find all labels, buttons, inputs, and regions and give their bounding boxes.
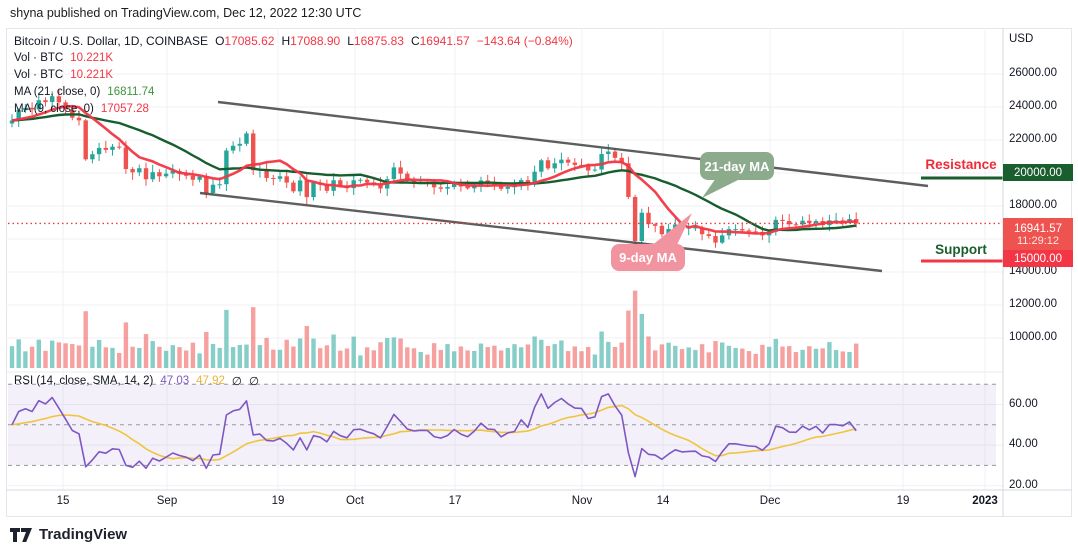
volume-legend-1: Vol · BTC 10.221K: [14, 52, 114, 64]
support-label: Support: [935, 242, 987, 257]
time-tick: 15: [56, 495, 70, 507]
time-tick: 2023: [972, 495, 998, 507]
ma21-value: 16811.74: [107, 86, 155, 98]
time-tick: Dec: [759, 495, 781, 507]
support-level-badge: 15000.00: [1003, 250, 1073, 267]
time-tick: 19: [271, 495, 285, 507]
price-tick: 12000.00: [1009, 298, 1057, 310]
rsi-ma-value: 47.92: [196, 375, 225, 387]
price-axis-title: USD: [1009, 33, 1034, 45]
symbol-legend: Bitcoin / U.S. Dollar, 1D, COINBASE O170…: [14, 34, 573, 48]
chart-plot-area[interactable]: [6, 28, 1072, 517]
last-price-badge: 16941.57 11:29:12: [1003, 218, 1073, 251]
volume-value-2: 10.221K: [70, 69, 114, 81]
price-tick: 14000.00: [1009, 265, 1057, 277]
rsi-tick: 60.00: [1009, 397, 1038, 410]
rsi-value: 47.03: [160, 375, 190, 387]
rsi-tick: 40.00: [1009, 438, 1038, 451]
ma9-callout: 9-day MA: [611, 244, 685, 271]
price-tick: 22000.00: [1009, 133, 1057, 145]
price-tick: 10000.00: [1009, 331, 1057, 343]
change-value: −143.64 (−0.84%): [476, 34, 573, 48]
volume-legend-2: Vol · BTC 10.221K: [14, 69, 114, 81]
ohlc-high: H17088.90: [281, 34, 341, 48]
volume-value-1: 10.221K: [70, 52, 114, 64]
rsi-legend: RSI (14, close, SMA, 14, 2) 47.03 47.92 …: [14, 375, 259, 388]
time-tick: 19: [896, 495, 910, 507]
price-tick: 24000.00: [1009, 100, 1057, 112]
ma21-callout: 21-day MA: [700, 152, 774, 180]
tradingview-logo[interactable]: TradingView: [10, 526, 127, 543]
attribution: shyna published on TradingView.com, Dec …: [10, 6, 362, 20]
time-scale[interactable]: [6, 491, 1003, 517]
ma9-legend: MA (9, close, 0) 17057.28: [14, 103, 149, 115]
rsi-empty-2: ∅: [248, 376, 259, 388]
price-tick: 26000.00: [1009, 67, 1057, 79]
time-tick: 17: [448, 495, 462, 507]
time-tick: Oct: [346, 495, 364, 507]
ma9-value: 17057.28: [100, 103, 149, 115]
rsi-empty-1: ∅: [231, 376, 242, 388]
resistance-level-badge: 20000.00: [1003, 164, 1073, 181]
price-tick: 18000.00: [1009, 199, 1057, 211]
rsi-tick: 20.00: [1009, 478, 1038, 491]
time-tick: 14: [656, 495, 670, 507]
ohlc-open: O17085.62: [215, 34, 275, 48]
tradingview-logo-icon: [10, 527, 32, 542]
ohlc-close: C16941.57: [410, 34, 470, 48]
tradingview-logo-text: TradingView: [39, 526, 128, 543]
ma21-legend: MA (21, close, 0) 16811.74: [14, 86, 155, 98]
time-tick: Nov: [571, 495, 593, 507]
countdown-timer: 11:29:12: [1016, 234, 1059, 247]
time-tick: Sep: [156, 495, 178, 507]
symbol-title: Bitcoin / U.S. Dollar, 1D, COINBASE: [14, 34, 209, 48]
resistance-label: Resistance: [925, 157, 997, 172]
ohlc-low: L16875.83: [347, 34, 404, 48]
